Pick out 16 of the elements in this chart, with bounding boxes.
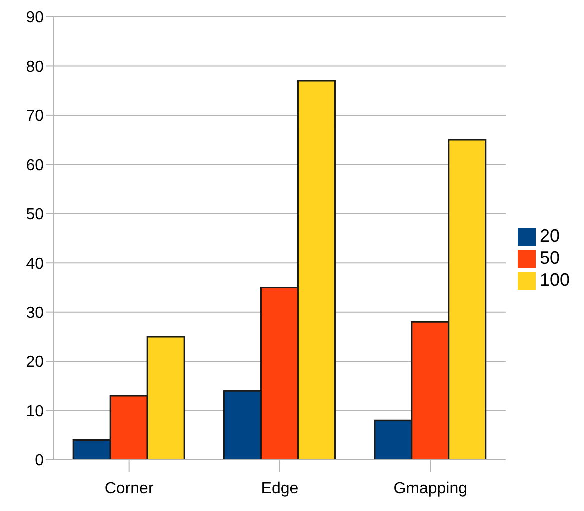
y-tick-label: 0 bbox=[35, 452, 44, 470]
y-tick-label: 90 bbox=[26, 10, 44, 27]
y-tick-label: 10 bbox=[26, 403, 44, 420]
legend-label: 50 bbox=[540, 248, 560, 268]
y-tick-label: 70 bbox=[26, 108, 44, 126]
x-tick-label: Corner bbox=[104, 480, 154, 498]
y-tick-label: 30 bbox=[26, 305, 44, 322]
x-tick-label: Gmapping bbox=[394, 480, 468, 498]
x-tick-label: Edge bbox=[261, 480, 299, 498]
y-tick-label: 60 bbox=[26, 157, 44, 174]
legend-label: 100 bbox=[540, 270, 570, 290]
y-tick-label: 50 bbox=[26, 206, 44, 224]
legend-label: 20 bbox=[540, 226, 560, 246]
y-tick-label: 80 bbox=[26, 58, 44, 76]
y-tick-label: 20 bbox=[26, 354, 44, 372]
y-tick-label: 40 bbox=[26, 256, 44, 273]
